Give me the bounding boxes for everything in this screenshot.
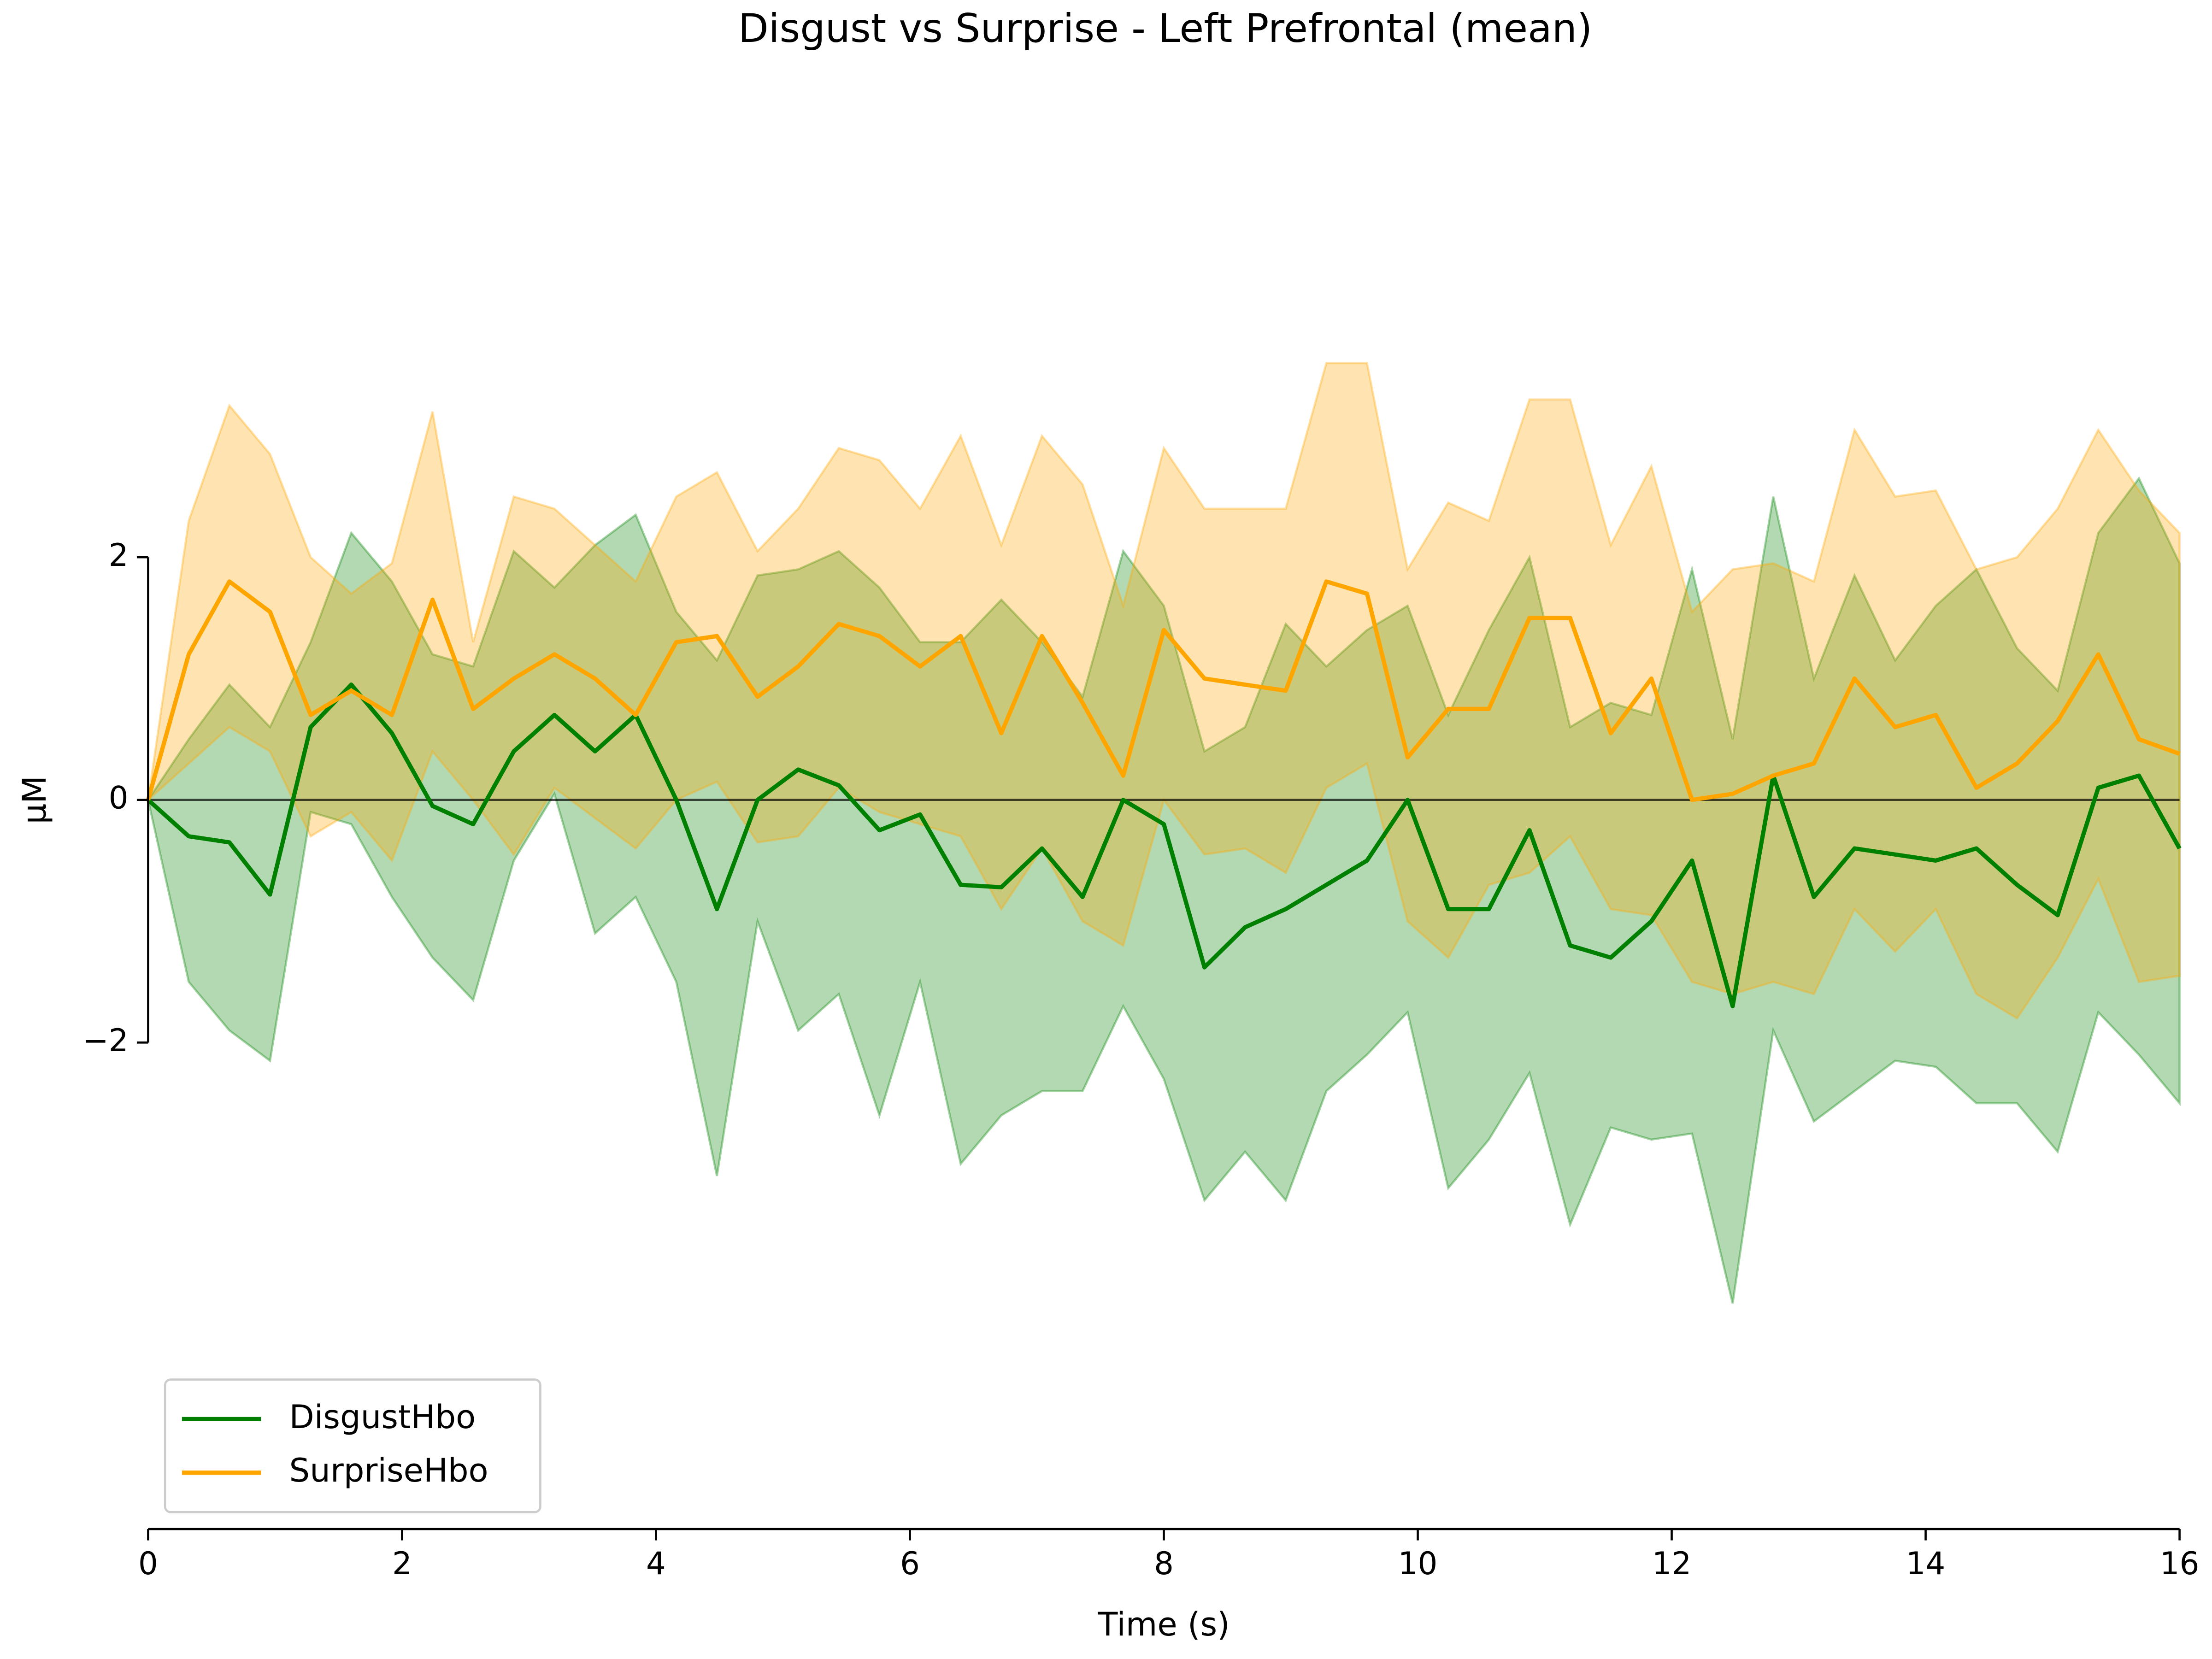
x-tick-label: 12 [1652,1545,1692,1582]
x-tick-label: 16 [2160,1545,2200,1582]
legend-frame [164,1378,541,1513]
chart-title: Disgust vs Surprise - Left Prefrontal (m… [738,6,1593,52]
y-axis-label: µM [16,776,53,824]
y-tick-label: 2 [109,537,129,573]
x-tick-label: 0 [138,1545,158,1582]
y-tick-label: −2 [82,1022,128,1059]
series-line [146,579,2181,802]
x-tick-label: 14 [1906,1545,1946,1582]
legend-label: SurpriseHbo [289,1452,488,1489]
confidence-band [147,362,2181,1020]
x-axis-label: Time (s) [1097,1606,1230,1643]
x-tick-label: 2 [392,1545,412,1582]
legend-label: DisgustHbo [289,1398,476,1436]
legend: DisgustHbo SurpriseHbo [164,1378,541,1513]
x-tick-label: 4 [646,1545,666,1582]
x-tick-label: 10 [1398,1545,1438,1582]
series-line [147,682,2182,1008]
confidence-band [147,476,2181,1304]
y-tick-label: 0 [109,779,129,816]
x-tick-label: 8 [1154,1545,1174,1582]
x-tick-label: 6 [900,1545,920,1582]
